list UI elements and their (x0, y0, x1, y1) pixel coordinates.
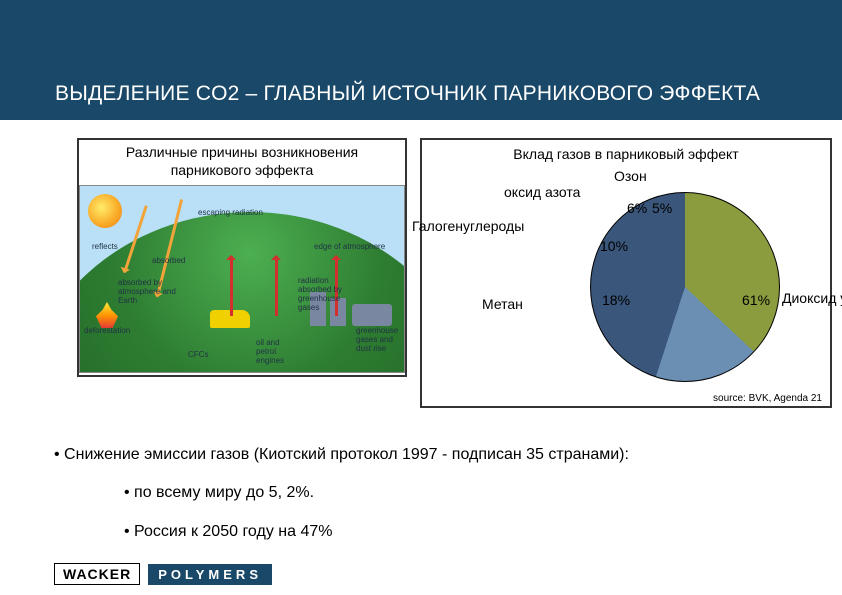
illustration-label: reflects (92, 242, 118, 251)
source-text: source: BVK, Agenda 21 (713, 393, 822, 404)
pie-label-n2o: оксид азота (504, 184, 580, 200)
title-bar: ВЫДЕЛЕНИЕ CO2 – ГЛАВНЫЙ ИСТОЧНИК ПАРНИКО… (0, 0, 842, 120)
illustration-label: radiation absorbed by greenhouse gases (298, 276, 358, 312)
pie-pct-co2: 61% (742, 292, 770, 308)
wacker-badge: WACKER (54, 563, 140, 585)
sun-icon (88, 194, 122, 228)
right-panel-title: Вклад газов в парниковый эффект (422, 140, 830, 170)
illustration-label: oil and petrol engines (256, 338, 296, 365)
bullet-3: • Россия к 2050 году на 47% (124, 517, 794, 547)
bullet-2: • по всему миру до 5, 2%. (124, 478, 794, 508)
left-panel-title: Различные причины возникновения парников… (79, 140, 405, 185)
pie-label-ozone: Озон (614, 168, 647, 184)
arrow-up-icon (275, 256, 278, 316)
content-area: Различные причины возникновения парников… (0, 120, 842, 595)
illustration-label: greenhouse gases and dust rise (356, 326, 405, 353)
pie-chart: Озон оксид азота Галогенуглероды Метан Д… (422, 170, 830, 390)
page-title: ВЫДЕЛЕНИЕ CO2 – ГЛАВНЫЙ ИСТОЧНИК ПАРНИКО… (55, 82, 760, 106)
illustration-label: escaping radiation (198, 208, 263, 217)
illustration-label: absorbed by atmosphere and Earth (118, 278, 178, 305)
illustration-label: deforestation (84, 326, 130, 335)
pie-label-methane: Метан (482, 296, 523, 312)
right-panel: Вклад газов в парниковый эффект Озон окс… (420, 138, 832, 408)
pie-pct-methane: 18% (602, 292, 630, 308)
greenhouse-illustration: reflects absorbed escaping radiation edg… (79, 185, 405, 373)
polymers-badge: POLYMERS (148, 564, 272, 585)
left-panel: Различные причины возникновения парников… (77, 138, 407, 377)
illustration-label: edge of atmosphere (314, 242, 385, 251)
illustration-label: CFCs (188, 350, 208, 359)
pie-graphic (590, 192, 780, 382)
factory-icon (352, 304, 392, 326)
footer-logo: WACKER POLYMERS (54, 563, 272, 585)
pie-label-halo: Галогенуглероды (412, 218, 524, 234)
bullet-1: • Снижение эмиссии газов (Киотский прото… (54, 440, 794, 470)
pie-pct-ozone: 5% (652, 200, 672, 216)
pie-pct-n2o: 6% (627, 200, 647, 216)
illustration-label: absorbed (152, 256, 185, 265)
arrow-up-icon (230, 256, 233, 316)
pie-label-co2: Диоксид углерода (782, 290, 842, 306)
bullet-list: • Снижение эмиссии газов (Киотский прото… (54, 440, 794, 547)
pie-pct-halo: 10% (600, 238, 628, 254)
